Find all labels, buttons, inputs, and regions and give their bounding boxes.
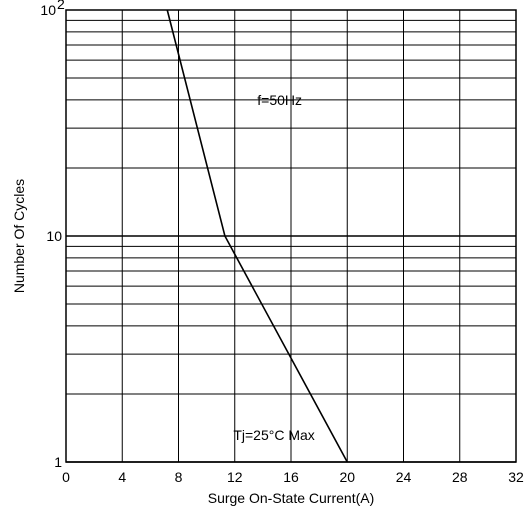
series-layer <box>166 9 348 463</box>
annotation-text: Tj=25°C Max <box>233 427 314 443</box>
x-tick-label: 12 <box>227 469 243 485</box>
x-axis-title: Surge On-State Current(A) <box>208 490 375 506</box>
y-tick-label: 1 <box>54 454 62 470</box>
x-tick-label: 16 <box>283 469 299 485</box>
y-tick-label: 10 <box>40 2 56 18</box>
annotation-text: f=50Hz <box>257 92 302 108</box>
x-tick-label: 4 <box>118 469 126 485</box>
y-tick-label: 10 <box>46 228 62 244</box>
x-tick-label: 32 <box>508 469 524 485</box>
x-tick-label: 28 <box>452 469 468 485</box>
plot-frame <box>65 9 517 463</box>
grid <box>65 10 517 463</box>
y-axis-title: Number Of Cycles <box>11 179 27 293</box>
annotations: f=50Hz Tj=25°C Max <box>233 92 314 443</box>
x-tick-label: 20 <box>339 469 355 485</box>
x-tick-labels: 0 4 8 12 16 20 24 28 32 <box>62 469 524 485</box>
x-tick-label: 24 <box>396 469 412 485</box>
x-tick-label: 8 <box>175 469 183 485</box>
series-line-1 <box>166 9 348 463</box>
x-tick-label: 0 <box>62 469 70 485</box>
y-tick-exponent: 2 <box>57 0 65 12</box>
